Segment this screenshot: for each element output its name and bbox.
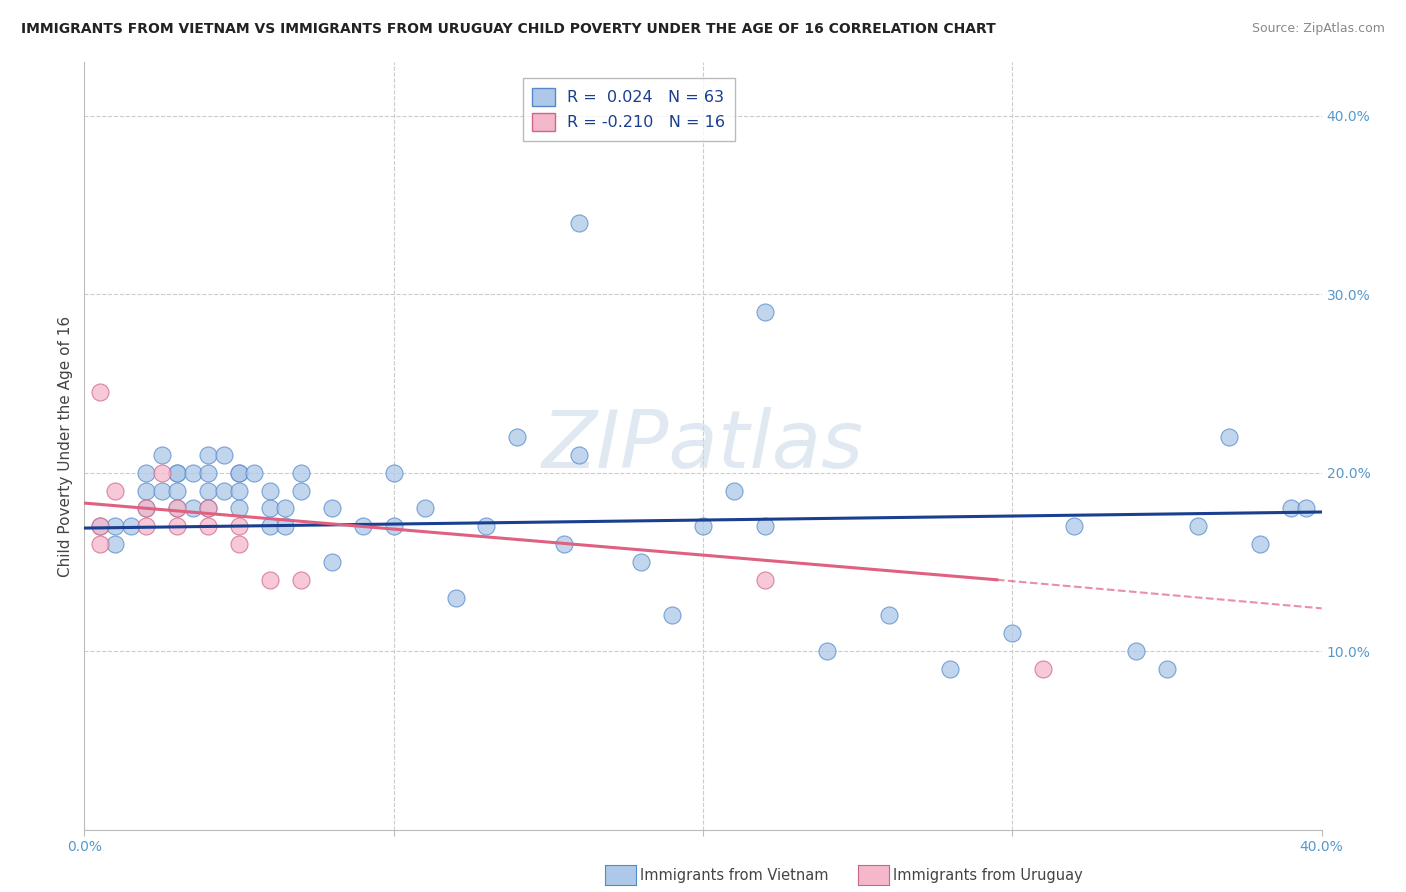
Point	[259, 501, 281, 516]
Point	[104, 537, 127, 551]
Text: Source: ZipAtlas.com: Source: ZipAtlas.com	[1251, 22, 1385, 36]
Point	[661, 608, 683, 623]
Point	[506, 430, 529, 444]
Point	[444, 591, 467, 605]
Point	[877, 608, 900, 623]
Point	[1218, 430, 1240, 444]
Text: IMMIGRANTS FROM VIETNAM VS IMMIGRANTS FROM URUGUAY CHILD POVERTY UNDER THE AGE O: IMMIGRANTS FROM VIETNAM VS IMMIGRANTS FR…	[21, 22, 995, 37]
Point	[754, 573, 776, 587]
Point	[104, 519, 127, 533]
Point	[290, 573, 312, 587]
Point	[181, 466, 204, 480]
Point	[197, 519, 219, 533]
Point	[228, 537, 250, 551]
Point	[228, 466, 250, 480]
Point	[212, 483, 235, 498]
Point	[150, 483, 173, 498]
Point	[135, 501, 157, 516]
Point	[1063, 519, 1085, 533]
Point	[754, 519, 776, 533]
Point	[1249, 537, 1271, 551]
Point	[413, 501, 436, 516]
Point	[568, 216, 591, 230]
Point	[553, 537, 575, 551]
Point	[568, 448, 591, 462]
Point	[259, 483, 281, 498]
Point	[1001, 626, 1024, 640]
Point	[274, 501, 297, 516]
Point	[89, 519, 111, 533]
Point	[197, 501, 219, 516]
Point	[166, 483, 188, 498]
Point	[1032, 662, 1054, 676]
Point	[754, 305, 776, 319]
Point	[228, 483, 250, 498]
Point	[815, 644, 838, 658]
Point	[166, 501, 188, 516]
Point	[243, 466, 266, 480]
Point	[475, 519, 498, 533]
Legend: R =  0.024   N = 63, R = -0.210   N = 16: R = 0.024 N = 63, R = -0.210 N = 16	[523, 78, 735, 141]
Point	[135, 483, 157, 498]
Point	[1156, 662, 1178, 676]
Point	[259, 519, 281, 533]
Point	[166, 466, 188, 480]
Point	[692, 519, 714, 533]
Point	[290, 483, 312, 498]
Point	[197, 448, 219, 462]
Point	[723, 483, 745, 498]
Point	[228, 519, 250, 533]
Point	[120, 519, 142, 533]
Point	[166, 466, 188, 480]
Point	[1125, 644, 1147, 658]
Text: ZIPatlas: ZIPatlas	[541, 407, 865, 485]
Text: Immigrants from Vietnam: Immigrants from Vietnam	[640, 868, 828, 882]
Point	[321, 555, 343, 569]
Text: Immigrants from Uruguay: Immigrants from Uruguay	[893, 868, 1083, 882]
Point	[197, 501, 219, 516]
Point	[321, 501, 343, 516]
Point	[89, 519, 111, 533]
Point	[181, 501, 204, 516]
Point	[135, 519, 157, 533]
Y-axis label: Child Poverty Under the Age of 16: Child Poverty Under the Age of 16	[58, 316, 73, 576]
Point	[1295, 501, 1317, 516]
Point	[352, 519, 374, 533]
Point	[382, 519, 405, 533]
Point	[197, 466, 219, 480]
Point	[630, 555, 652, 569]
Point	[150, 466, 173, 480]
Point	[212, 448, 235, 462]
Point	[89, 385, 111, 400]
Point	[228, 466, 250, 480]
Point	[228, 501, 250, 516]
Point	[259, 573, 281, 587]
Point	[104, 483, 127, 498]
Point	[89, 537, 111, 551]
Point	[939, 662, 962, 676]
Point	[166, 519, 188, 533]
Point	[150, 448, 173, 462]
Point	[274, 519, 297, 533]
Point	[1279, 501, 1302, 516]
Point	[135, 466, 157, 480]
Point	[166, 501, 188, 516]
Point	[135, 501, 157, 516]
Point	[1187, 519, 1209, 533]
Point	[382, 466, 405, 480]
Point	[290, 466, 312, 480]
Point	[197, 483, 219, 498]
